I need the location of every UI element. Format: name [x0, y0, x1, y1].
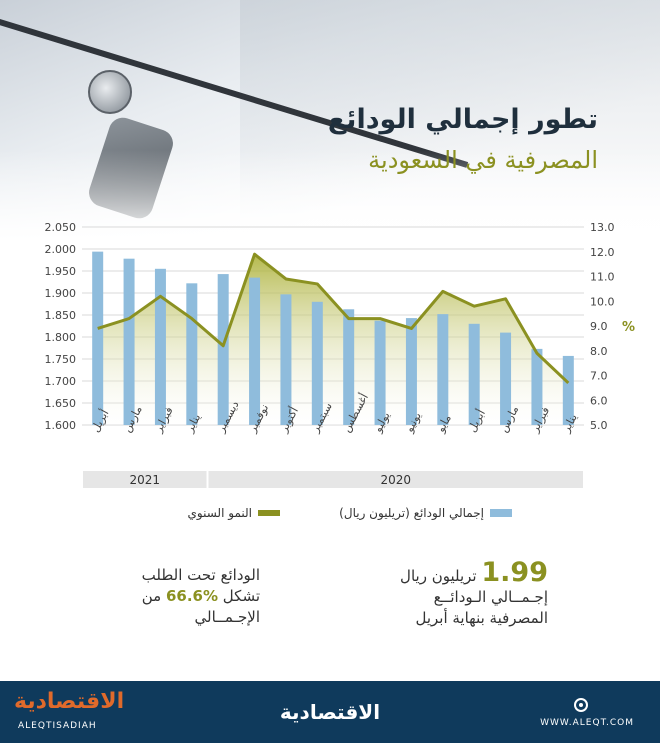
year-label: 2020	[380, 473, 411, 487]
lock-icon	[88, 70, 132, 114]
right-tick-label: 8.0	[590, 345, 608, 358]
growth-line-group	[97, 252, 570, 385]
right-tick-label: 12.0	[590, 246, 615, 259]
right-axis-unit: %	[622, 320, 635, 335]
legend-line-swatch	[258, 510, 280, 516]
left-tick-label: 2.000	[45, 243, 77, 256]
left-tick-label: 1.950	[45, 265, 77, 278]
note-demand: الودائع تحت الطلب تشكل %66.6 من الإجـمــ…	[120, 565, 260, 628]
bar	[343, 309, 355, 425]
right-tick-label: 10.0	[590, 295, 615, 308]
note-demand-suffix: من	[141, 587, 162, 605]
left-axis: 1.600 1.650 1.700 1.750 1.800 1.850 1.900 1.950…	[45, 221, 77, 432]
year-bands: 2020 2021	[83, 471, 583, 488]
legend-line-label: النمو السنوي	[187, 506, 252, 520]
bar	[123, 258, 135, 425]
legend-bar-swatch	[490, 509, 512, 517]
left-tick-label: 1.750	[45, 353, 77, 366]
bar	[186, 283, 198, 425]
bar	[437, 314, 449, 425]
note-total-unit: تريليون ريال	[400, 567, 477, 585]
hero-fade	[0, 150, 660, 240]
bar	[405, 318, 417, 425]
left-tick-label: 1.900	[45, 287, 77, 300]
left-tick-label: 1.650	[45, 397, 77, 410]
bar	[92, 251, 104, 425]
bar	[217, 274, 229, 425]
legend-bars: إجمالي الودائع (تريليون ريال)	[339, 506, 512, 520]
right-tick-label: 6.0	[590, 394, 608, 407]
chart: 1.600 1.650 1.700 1.750 1.800 1.850 1.900 1.950…	[45, 221, 635, 488]
right-axis: 5.0 6.0 7.0 8.0 9.0 10.0 11.0 12.0 13.0%	[590, 221, 635, 432]
note-demand-line3: الإجـمــالي	[194, 608, 261, 626]
bar	[468, 323, 480, 425]
brand-logo-center: الاقتصادية	[279, 700, 381, 724]
right-tick-label: 7.0	[590, 370, 608, 383]
bar	[249, 277, 261, 425]
left-tick-label: 1.800	[45, 331, 77, 344]
bar	[374, 320, 386, 425]
legend-bar-label: إجمالي الودائع (تريليون ريال)	[339, 506, 484, 520]
right-tick-label: 11.0	[590, 271, 615, 284]
year-band	[83, 471, 207, 488]
year-label: 2021	[129, 473, 160, 487]
chart-subtitle: المصرفية في السعودية	[368, 146, 598, 174]
bars	[92, 251, 574, 425]
bar	[531, 348, 543, 425]
bar	[154, 268, 166, 425]
bar	[311, 301, 323, 425]
left-tick-label: 1.600	[45, 419, 77, 432]
chart-title: تطور إجمالي الودائع	[327, 104, 598, 135]
note-demand-prefix: تشكل	[222, 587, 260, 605]
bar	[562, 355, 574, 425]
note-total-line3: المصرفية بنهاية أبريل	[415, 609, 548, 627]
growth-line	[97, 252, 570, 385]
note-total-value: 1.99	[481, 557, 548, 588]
bar	[500, 332, 512, 425]
left-tick-label: 1.850	[45, 309, 77, 322]
note-demand-value: %66.6	[165, 587, 219, 605]
legend-line: النمو السنوي	[188, 506, 280, 520]
website-icon	[574, 698, 588, 712]
note-demand-line1: الودائع تحت الطلب	[141, 566, 260, 584]
hero-image	[0, 0, 660, 240]
right-tick-label: 5.0	[590, 419, 608, 432]
website-link[interactable]: WWW.ALEQT.COM	[540, 718, 634, 728]
brand-logo-latin: ALEQTISADIAH	[18, 721, 97, 731]
left-tick-label: 2.050	[45, 221, 77, 234]
footer: الاقتصادية ALEQTISADIAH الاقتصادية WWW.A…	[0, 681, 660, 743]
left-tick-label: 1.700	[45, 375, 77, 388]
brand-logo-left: الاقتصادية	[14, 689, 125, 714]
note-total: 1.99 تريليون ريال إجـمــالي الـودائــع ا…	[400, 559, 548, 629]
bar	[280, 294, 292, 425]
right-tick-label: 13.0	[590, 221, 615, 234]
year-band	[208, 471, 583, 488]
right-tick-label: 9.0	[590, 320, 608, 333]
growth-area	[97, 254, 569, 425]
note-total-line2: إجـمــالي الـودائــع	[433, 588, 548, 606]
growth-area-fill	[97, 254, 569, 425]
